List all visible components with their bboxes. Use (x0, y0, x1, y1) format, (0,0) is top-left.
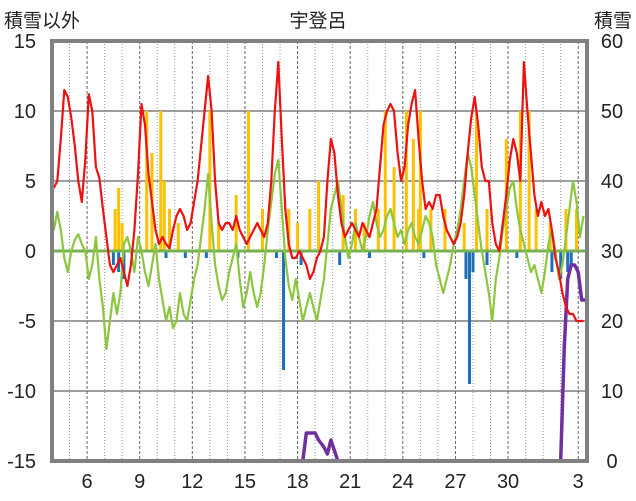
bar-orange-mark (296, 223, 300, 251)
left-tick-label: -10 (7, 381, 36, 403)
bar-blue-mark (338, 251, 342, 265)
bar-orange-mark (162, 181, 166, 251)
line-purple-series (53, 263, 586, 463)
x-tick-label: 21 (339, 471, 361, 493)
bar-blue-mark (569, 251, 573, 265)
plot-frame (50, 39, 589, 463)
x-tick-label: 6 (82, 471, 93, 493)
bar-blue-mark (299, 251, 303, 265)
bar-orange-mark (208, 111, 212, 251)
bar-orange-mark (383, 111, 387, 251)
bar-orange-mark (308, 209, 312, 251)
bar-orange-mark (418, 111, 422, 251)
bar-blue-mark (282, 251, 286, 370)
x-tick-label: 27 (444, 471, 466, 493)
x-tick-label: 30 (497, 471, 519, 493)
bar-blue-mark (204, 251, 208, 258)
right-tick-label: 50 (601, 101, 623, 123)
left-tick-label: 5 (25, 171, 36, 193)
left-tick-label: 0 (25, 241, 36, 263)
left-tick-label: -5 (18, 311, 36, 333)
bar-blue-mark (164, 251, 168, 258)
bar-orange-mark (176, 223, 180, 251)
bar-blue-mark (467, 251, 471, 384)
x-tick-label: 24 (392, 471, 414, 493)
x-tick-label: 12 (181, 471, 203, 493)
left-tick-label: 10 (14, 101, 36, 123)
left-tick-label: 15 (14, 31, 36, 53)
bar-orange-mark (392, 167, 396, 251)
left-axis-title: 積雪以外 (4, 10, 80, 32)
bar-orange-mark (246, 111, 250, 251)
bar-orange-mark (217, 223, 221, 251)
left-tick-label: -15 (7, 451, 36, 473)
bar-orange-mark (159, 111, 163, 251)
bar-blue-mark (485, 251, 489, 265)
bar-orange-mark (287, 209, 291, 251)
bar-blue-mark (471, 251, 475, 272)
bar-blue-mark (559, 251, 563, 279)
bar-orange-mark (417, 209, 421, 251)
x-tick-label: 3 (573, 471, 584, 493)
chart-title: 宇登呂 (289, 10, 346, 32)
bar-blue-mark (515, 251, 519, 258)
bar-orange-mark (534, 209, 538, 251)
bar-orange-mark (117, 188, 121, 251)
bar-orange-mark (474, 111, 478, 251)
bar-orange-mark (362, 223, 366, 251)
series-lines (52, 60, 586, 463)
right-tick-label: 30 (601, 241, 623, 263)
x-tick-label: 18 (286, 471, 308, 493)
bar-blue-mark (183, 251, 187, 258)
right-tick-label: 60 (601, 31, 623, 53)
x-tick-label: 15 (234, 471, 256, 493)
bar-blue-mark (367, 251, 371, 258)
bar-blue-mark (550, 251, 554, 272)
bar-orange-mark (527, 111, 531, 251)
bar-orange-mark (404, 111, 408, 251)
bar-orange-mark (317, 181, 321, 251)
bar-blue-mark (566, 251, 570, 272)
bar-blue-mark (464, 251, 468, 279)
right-tick-label: 20 (601, 311, 623, 333)
right-tick-label: 0 (606, 451, 617, 473)
bar-orange-mark (462, 223, 466, 251)
right-axis-title: 積雪 (594, 10, 632, 32)
line-green-series (52, 151, 585, 351)
x-tick-label: 9 (134, 471, 145, 493)
bar-orange-mark (411, 139, 415, 251)
bar-orange-mark (574, 209, 578, 251)
right-tick-label: 40 (601, 171, 623, 193)
right-tick-label: 10 (601, 381, 623, 403)
bar-orange-mark (485, 209, 489, 251)
bar-orange-mark (443, 209, 447, 251)
bar-orange-mark (120, 223, 124, 251)
bar-orange-mark (260, 209, 264, 251)
bar-blue-mark (122, 251, 126, 279)
bar-orange-mark (168, 209, 172, 251)
bar-orange-mark (113, 209, 117, 251)
line-red-series (52, 60, 584, 323)
bar-blue-mark (111, 251, 115, 265)
bar-blue-mark (422, 251, 426, 258)
bar-orange-mark (145, 111, 149, 251)
bar-orange-mark (234, 195, 238, 251)
bar-blue-mark (275, 251, 279, 258)
